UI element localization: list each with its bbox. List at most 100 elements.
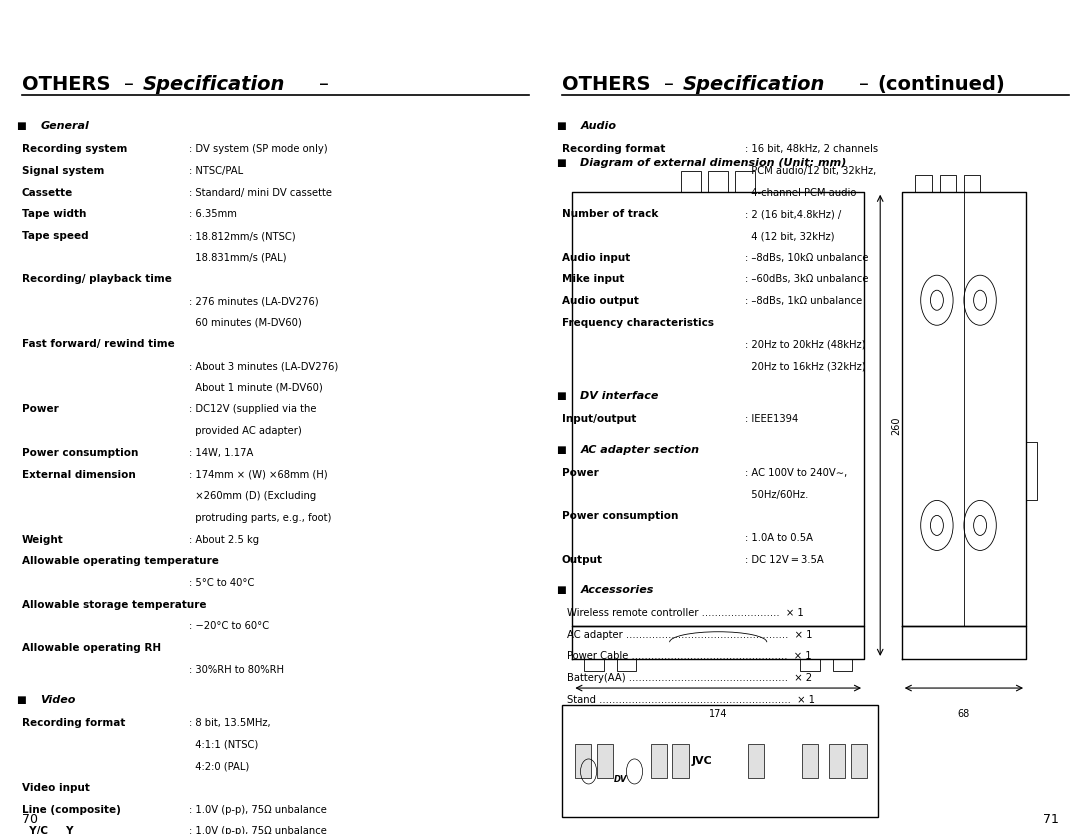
Text: Weight: Weight: [22, 535, 64, 545]
Text: Battery(AA) .................................................  × 2: Battery(AA) ............................…: [567, 673, 812, 683]
Text: Stand ...........................................................  × 1: Stand ..................................…: [567, 695, 815, 705]
Text: Recording/ playback time: Recording/ playback time: [22, 274, 172, 284]
Text: 174: 174: [708, 709, 728, 719]
Text: (continued): (continued): [877, 75, 1005, 94]
Text: PCM audio/12 bit, 32kHz,: PCM audio/12 bit, 32kHz,: [745, 166, 877, 176]
Text: Power Cable ................................................  × 1: Power Cable ............................…: [567, 651, 812, 661]
Text: : 5°C to 40°C: : 5°C to 40°C: [189, 578, 255, 588]
Text: 50Hz/60Hz.: 50Hz/60Hz.: [745, 490, 809, 500]
Text: : About 2.5 kg: : About 2.5 kg: [189, 535, 259, 545]
Text: : IEEE1394: : IEEE1394: [745, 414, 798, 425]
Bar: [829, 745, 846, 777]
Text: provided AC adapter): provided AC adapter): [189, 426, 301, 436]
Text: Number of track: Number of track: [562, 209, 658, 219]
Bar: [617, 659, 636, 671]
Text: DV interface: DV interface: [581, 391, 659, 401]
Text: : 1.0V (p-p), 75Ω unbalance: : 1.0V (p-p), 75Ω unbalance: [189, 805, 327, 815]
Text: Frequency characteristics: Frequency characteristics: [562, 318, 714, 328]
Text: : DV system (SP mode only): : DV system (SP mode only): [189, 144, 327, 154]
Text: Power consumption: Power consumption: [22, 448, 138, 458]
Text: Video input: Video input: [22, 783, 90, 793]
Text: : 2 (16 bit,4.8kHz) /: : 2 (16 bit,4.8kHz) /: [745, 209, 841, 219]
Text: ■: ■: [16, 695, 26, 705]
Text: Line (composite): Line (composite): [22, 805, 121, 815]
Text: –: –: [124, 75, 134, 94]
Bar: [833, 659, 852, 671]
Text: Video: Video: [41, 695, 76, 705]
Text: ■: ■: [556, 121, 566, 131]
Bar: [801, 745, 819, 777]
Text: Wireless remote controller ........................  × 1: Wireless remote controller .............…: [567, 608, 804, 618]
Text: Recording system: Recording system: [22, 144, 127, 154]
Text: 60 minutes (M-DV60): 60 minutes (M-DV60): [189, 318, 301, 328]
Bar: [562, 705, 877, 817]
Text: Recording format: Recording format: [22, 718, 125, 728]
Text: : −20°C to 60°C: : −20°C to 60°C: [189, 621, 269, 631]
Bar: [851, 745, 867, 777]
Text: Signal system: Signal system: [22, 166, 104, 176]
Text: : –8dBs, 10kΩ unbalance: : –8dBs, 10kΩ unbalance: [745, 253, 868, 263]
Text: DV: DV: [615, 775, 627, 784]
Text: : 16 bit, 48kHz, 2 channels: : 16 bit, 48kHz, 2 channels: [745, 144, 878, 154]
Text: General: General: [41, 121, 90, 131]
Text: : –8dBs, 1kΩ unbalance: : –8dBs, 1kΩ unbalance: [745, 296, 863, 306]
Text: 68: 68: [958, 709, 970, 719]
Text: 71: 71: [1042, 812, 1058, 826]
Bar: [584, 659, 604, 671]
Text: 4 (12 bit, 32kHz): 4 (12 bit, 32kHz): [745, 231, 835, 241]
Text: Specification: Specification: [684, 75, 825, 94]
Text: Cassette: Cassette: [22, 188, 72, 198]
Bar: [800, 659, 820, 671]
Text: : About 3 minutes (LA-DV276): : About 3 minutes (LA-DV276): [189, 361, 338, 371]
Bar: [916, 175, 931, 192]
Text: Allowable storage temperature: Allowable storage temperature: [22, 600, 206, 610]
Text: Allowable operating RH: Allowable operating RH: [22, 643, 161, 653]
Bar: [672, 745, 689, 777]
Text: Power: Power: [562, 468, 598, 478]
Text: : 18.812mm/s (NTSC): : 18.812mm/s (NTSC): [189, 231, 296, 241]
Text: ■: ■: [556, 391, 566, 401]
Text: Tape speed: Tape speed: [22, 231, 89, 241]
Text: External dimension: External dimension: [22, 470, 135, 480]
Text: : 1.0V (p-p), 75Ω unbalance: : 1.0V (p-p), 75Ω unbalance: [189, 826, 327, 834]
Text: : 14W, 1.17A: : 14W, 1.17A: [189, 448, 254, 458]
Text: Audio output: Audio output: [562, 296, 638, 306]
Text: : 8 bit, 13.5MHz,: : 8 bit, 13.5MHz,: [189, 718, 271, 728]
Text: : DC 12V ═ 3.5A: : DC 12V ═ 3.5A: [745, 555, 824, 565]
Text: ×260mm (D) (Excluding: ×260mm (D) (Excluding: [189, 491, 316, 501]
Text: Audio: Audio: [581, 121, 617, 131]
Text: ■: ■: [16, 121, 26, 131]
Text: ■: ■: [556, 158, 566, 168]
Text: : 30%RH to 80%RH: : 30%RH to 80%RH: [189, 665, 284, 675]
Text: Fast forward/ rewind time: Fast forward/ rewind time: [22, 339, 174, 349]
Text: : 6.35mm: : 6.35mm: [189, 209, 237, 219]
Text: 4:2:0 (PAL): 4:2:0 (PAL): [189, 761, 249, 771]
Bar: [650, 745, 667, 777]
Text: Input/output: Input/output: [562, 414, 636, 425]
Text: Accessories: Accessories: [581, 585, 653, 595]
Text: Recording format: Recording format: [562, 144, 665, 154]
Text: Allowable operating temperature: Allowable operating temperature: [22, 556, 218, 566]
Text: OTHERS: OTHERS: [22, 75, 110, 94]
Text: Y/C     Y: Y/C Y: [22, 826, 73, 834]
Text: AC adapter ..................................................  × 1: AC adapter .............................…: [567, 630, 812, 640]
Text: : NTSC/PAL: : NTSC/PAL: [189, 166, 243, 176]
Text: : 1.0A to 0.5A: : 1.0A to 0.5A: [745, 533, 813, 543]
Text: : AC 100V to 240V∼,: : AC 100V to 240V∼,: [745, 468, 848, 478]
Text: ■: ■: [556, 445, 566, 455]
Bar: [681, 171, 701, 192]
Bar: [964, 175, 981, 192]
Text: –: –: [664, 75, 674, 94]
Bar: [576, 745, 592, 777]
Text: ■: ■: [556, 585, 566, 595]
Text: : –60dBs, 3kΩ unbalance: : –60dBs, 3kΩ unbalance: [745, 274, 868, 284]
Text: Tape width: Tape width: [22, 209, 86, 219]
Text: : DC12V (supplied via the: : DC12V (supplied via the: [189, 404, 316, 414]
Text: About 1 minute (M-DV60): About 1 minute (M-DV60): [189, 383, 323, 393]
Text: : 20Hz to 20kHz (48kHz): : 20Hz to 20kHz (48kHz): [745, 339, 866, 349]
Text: protruding parts, e.g., foot): protruding parts, e.g., foot): [189, 513, 332, 523]
Bar: [735, 171, 755, 192]
Text: JVC: JVC: [691, 756, 713, 766]
Text: Mike input: Mike input: [562, 274, 624, 284]
Text: Output: Output: [562, 555, 603, 565]
